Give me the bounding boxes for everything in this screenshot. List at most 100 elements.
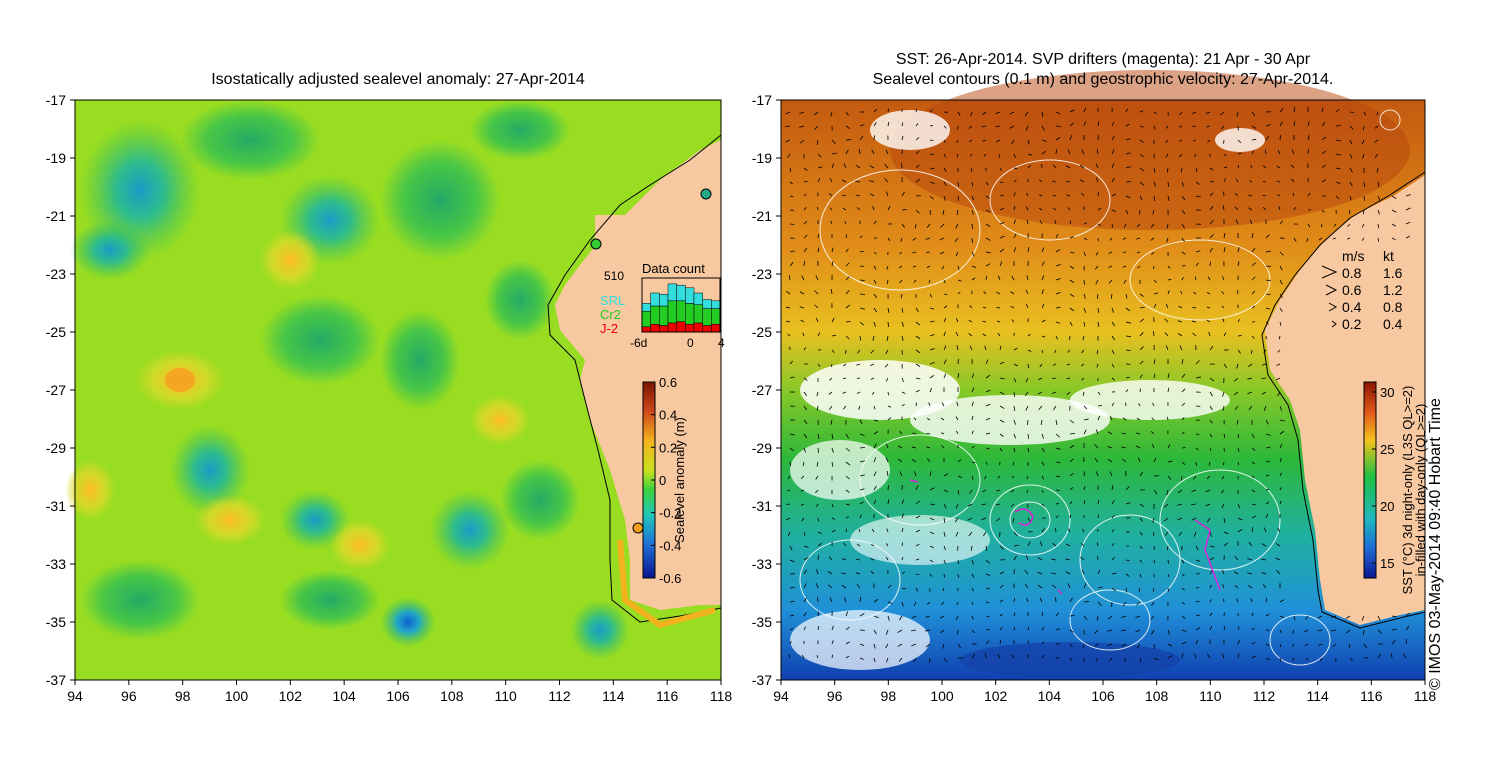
velocity-arrow: [1279, 615, 1284, 618]
velocity-arrow: [915, 485, 919, 491]
velocity-arrow: [1094, 629, 1099, 634]
velocity-arrow: [1153, 330, 1155, 337]
velocity-arrow: [901, 191, 905, 197]
velocity-arrow: [842, 207, 847, 211]
velocity-arrow: [1208, 461, 1211, 466]
velocity-arrow: [1069, 265, 1075, 269]
velocity-arrow: [1037, 391, 1043, 395]
velocity-arrow: [1055, 277, 1061, 281]
velocity-arrow: [859, 321, 864, 326]
velocity-arrow: [929, 139, 934, 141]
velocity-arrow: [1136, 251, 1141, 254]
velocity-arrow: [1237, 433, 1240, 439]
velocity-arrow: [997, 332, 1001, 337]
velocity-arrow: [956, 601, 959, 606]
velocity-arrow: [816, 391, 819, 397]
velocity-arrow: [785, 125, 791, 128]
velocity-arrow: [967, 517, 973, 521]
velocity-arrow: [1181, 195, 1186, 201]
velocity-arrow: [1208, 331, 1211, 337]
velocity-arrow: [985, 559, 990, 564]
velocity-arrow: [1026, 219, 1029, 225]
velocity-arrow: [1041, 335, 1046, 338]
velocity-arrow: [1069, 432, 1076, 435]
velocity-arrow: [1024, 584, 1029, 589]
velocity-arrow: [929, 657, 931, 663]
velocity-arrow: [1265, 433, 1271, 436]
velocity-arrow: [1181, 559, 1185, 564]
velocity-arrow: [885, 349, 889, 355]
velocity-arrow: [803, 180, 808, 183]
velocity-arrow: [915, 335, 921, 340]
velocity-arrow: [884, 363, 889, 368]
data-count-bar-j-2: [676, 321, 686, 333]
velocity-arrow: [999, 207, 1005, 211]
velocity-arrow: [1009, 111, 1015, 115]
velocity-arrow: [1181, 237, 1185, 243]
velocity-arrow: [1125, 321, 1131, 324]
velocity-arrow: [1139, 471, 1144, 477]
velocity-arrow: [1067, 349, 1071, 353]
velocity-arrow: [1195, 195, 1201, 198]
velocity-arrow: [941, 445, 945, 449]
colorbar-tick-label: 30: [1380, 385, 1394, 400]
velocity-arrow: [1055, 249, 1061, 253]
velocity-arrow: [1011, 139, 1015, 145]
y-tick-label: -35: [752, 614, 772, 630]
velocity-arrow: [1277, 149, 1281, 155]
data-count-bar-cr2: [667, 300, 677, 324]
velocity-arrow: [926, 601, 931, 606]
velocity-arrow: [942, 587, 945, 592]
data-count-title: Data count: [642, 261, 705, 276]
velocity-arrow: [1097, 415, 1101, 421]
velocity-arrow: [831, 529, 836, 533]
velocity-arrow: [927, 458, 931, 463]
velocity-arrow: [968, 319, 973, 323]
velocity-arrow: [845, 262, 850, 267]
y-tick-label: -31: [752, 498, 772, 514]
velocity-arrow: [1332, 643, 1337, 647]
y-tick-label: -27: [46, 382, 66, 398]
velocity-arrow: [1065, 571, 1071, 575]
data-count-bar-srl: [676, 284, 686, 302]
velocity-arrow: [1209, 345, 1214, 351]
dc-xtick: 0: [687, 336, 694, 350]
velocity-arrow: [1094, 444, 1099, 449]
velocity-arrow: [1167, 587, 1169, 592]
velocity-arrow: [1279, 430, 1285, 435]
velocity-arrow: [1055, 628, 1060, 631]
velocity-arrow: [1180, 290, 1183, 295]
velocity-arrow: [1234, 192, 1239, 197]
velocity-arrow: [829, 405, 833, 410]
velocity-arrow: [887, 121, 890, 127]
velocity-arrow: [1335, 139, 1341, 142]
velocity-arrow: [943, 573, 945, 578]
velocity-arrow: [1150, 431, 1155, 435]
velocity-arrow: [886, 279, 889, 285]
velocity-arrow: [957, 195, 959, 201]
velocity-arrow: [1096, 615, 1099, 621]
right-title-line-1: SST: 26-Apr-2014. SVP drifters (magenta)…: [895, 51, 1311, 68]
velocity-arrow: [873, 251, 877, 255]
velocity-arrow: [899, 615, 903, 621]
velocity-arrow: [1291, 149, 1295, 155]
velocity-arrow: [887, 391, 890, 396]
velocity-arrow: [1111, 307, 1115, 313]
velocity-arrow: [803, 261, 806, 267]
velocity-arrow: [997, 275, 1001, 281]
velocity-arrow: [1125, 587, 1128, 593]
velocity-arrow: [1135, 629, 1141, 633]
velocity-arrow: [1236, 111, 1239, 117]
velocity-arrow: [1177, 489, 1183, 494]
velocity-arrow: [1153, 279, 1157, 283]
velocity-arrow: [999, 391, 1005, 395]
velocity-arrow: [1067, 149, 1071, 155]
colorbar-tick-label: 0.2: [659, 440, 677, 455]
velocity-arrow: [1051, 558, 1057, 561]
velocity-arrow: [1195, 614, 1200, 617]
velocity-arrow: [1139, 503, 1145, 508]
velocity-arrow: [1081, 377, 1085, 381]
velocity-arrow: [940, 417, 945, 421]
velocity-arrow: [1335, 108, 1340, 113]
data-count-bar-srl: [659, 294, 669, 307]
